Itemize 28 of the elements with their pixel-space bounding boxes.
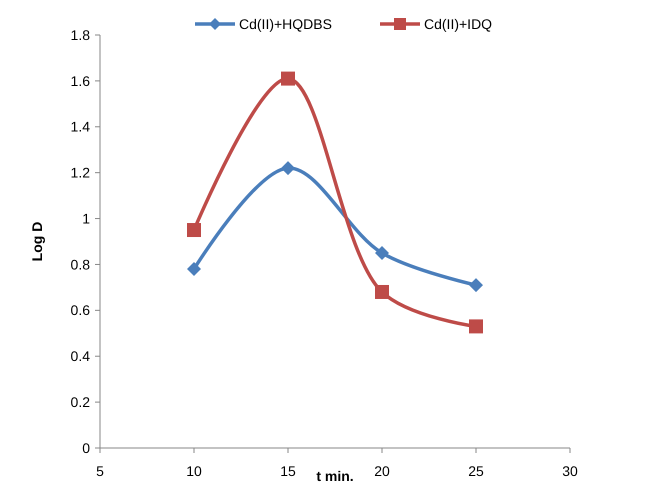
y-axis-title: Log D (29, 222, 45, 262)
point (281, 161, 295, 176)
y-tick-label: 1.6 (70, 72, 90, 89)
x-axis-title: t min. (316, 468, 354, 484)
y-tick-label: 0.8 (70, 256, 90, 272)
point (469, 319, 483, 334)
point (375, 284, 389, 299)
x-tick-label: 20 (374, 463, 390, 479)
y-tick-label: 0.4 (70, 348, 90, 364)
x-tick-label: 5 (96, 463, 104, 479)
x-tick-label: 25 (468, 463, 484, 479)
legend-label: Cd(II)+HQDBS (239, 16, 332, 32)
y-tick-label: 0.6 (70, 302, 90, 318)
y-tick-label: 1 (82, 210, 90, 226)
point (281, 72, 295, 86)
x-tick-label: 30 (562, 463, 578, 479)
x-tick-label: 15 (280, 463, 296, 479)
x-tick-label: 10 (186, 463, 202, 479)
y-tick-label: 0.2 (70, 394, 90, 410)
y-tick-label: 0 (82, 440, 90, 456)
point (187, 223, 201, 238)
y-tick-label: 1.2 (70, 164, 90, 181)
legend-label: Cd(II)+IDQ (424, 16, 492, 32)
y-tick-label: 1.8 (70, 26, 90, 43)
point (187, 262, 201, 276)
y-tick-label: 1.4 (70, 118, 90, 135)
point (469, 278, 483, 292)
point (375, 246, 389, 260)
